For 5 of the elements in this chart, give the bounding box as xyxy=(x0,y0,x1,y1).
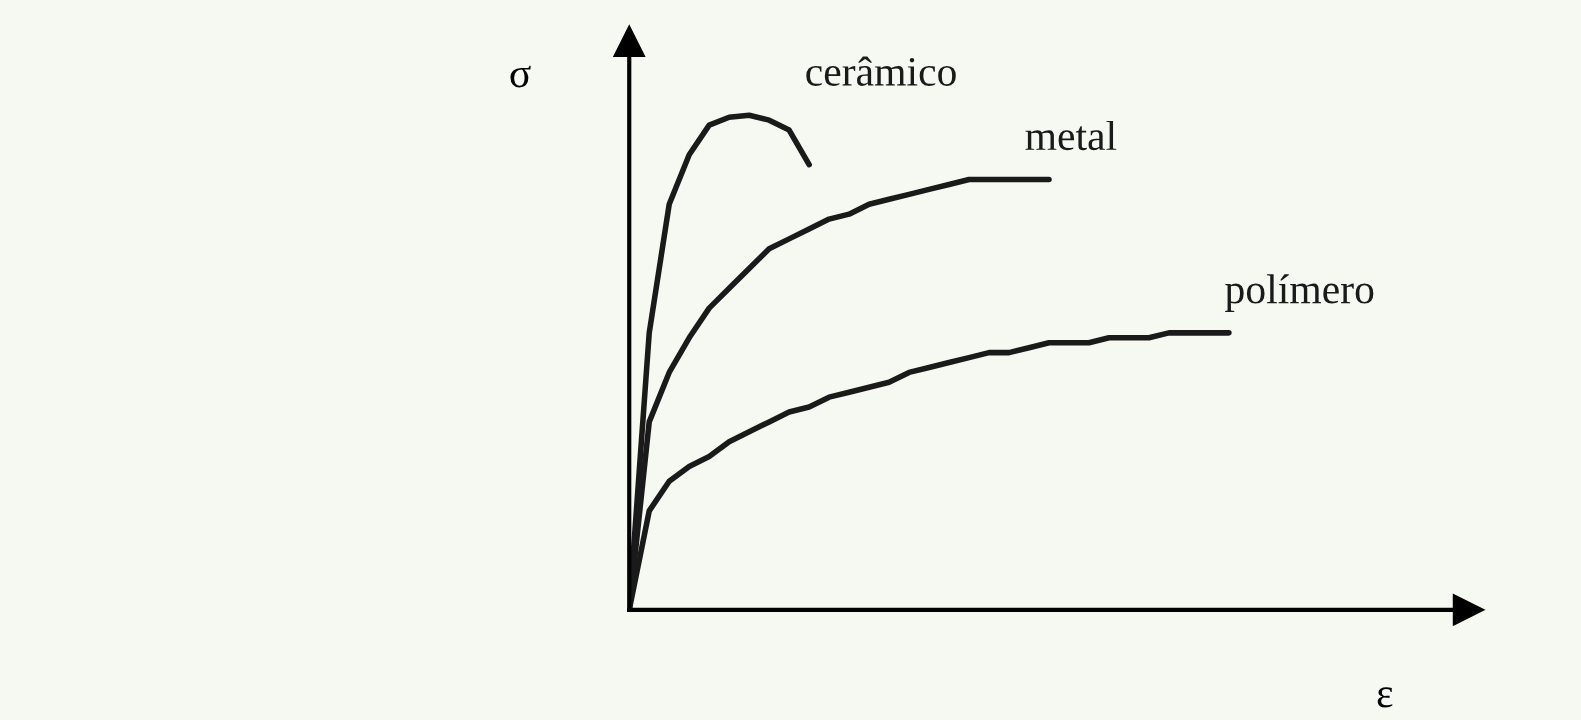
series-label: cerâmico xyxy=(806,56,956,86)
series-label: polímero xyxy=(1225,274,1374,313)
y-axis-title: σ xyxy=(510,65,531,88)
series-label: metal xyxy=(1025,120,1117,151)
x-axis-title: ε xyxy=(1377,687,1393,708)
